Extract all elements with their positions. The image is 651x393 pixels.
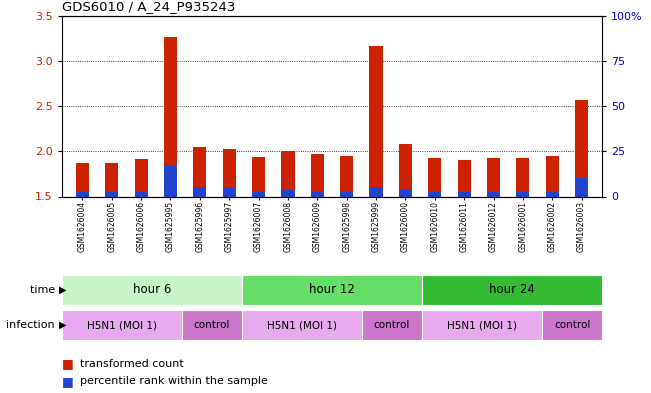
Bar: [135, 158, 148, 196]
Bar: [182, 310, 242, 340]
Text: percentile rank within the sample: percentile rank within the sample: [80, 376, 268, 386]
Bar: [516, 192, 529, 196]
Bar: [242, 310, 362, 340]
Text: hour 12: hour 12: [309, 283, 355, 296]
Text: control: control: [374, 320, 410, 330]
Bar: [487, 192, 500, 196]
Bar: [422, 310, 542, 340]
Text: hour 6: hour 6: [133, 283, 171, 296]
Text: infection: infection: [7, 320, 59, 330]
Bar: [422, 275, 602, 305]
Bar: [370, 46, 383, 196]
Bar: [281, 151, 294, 196]
Bar: [164, 37, 177, 197]
Bar: [399, 190, 412, 196]
Bar: [76, 163, 89, 196]
Text: ■: ■: [62, 357, 77, 370]
Bar: [516, 158, 529, 196]
Bar: [252, 157, 265, 196]
Text: H5N1 (MOI 1): H5N1 (MOI 1): [87, 320, 157, 330]
Text: H5N1 (MOI 1): H5N1 (MOI 1): [447, 320, 517, 330]
Bar: [62, 310, 182, 340]
Bar: [458, 160, 471, 196]
Bar: [362, 310, 422, 340]
Text: transformed count: transformed count: [80, 358, 184, 369]
Bar: [281, 190, 294, 196]
Text: H5N1 (MOI 1): H5N1 (MOI 1): [267, 320, 337, 330]
Bar: [542, 310, 602, 340]
Text: time: time: [30, 285, 59, 295]
Text: GDS6010 / A_24_P935243: GDS6010 / A_24_P935243: [62, 0, 235, 13]
Bar: [546, 192, 559, 196]
Bar: [428, 192, 441, 196]
Text: ▶: ▶: [59, 320, 66, 330]
Bar: [135, 192, 148, 196]
Bar: [105, 163, 118, 196]
Bar: [76, 192, 89, 196]
Bar: [311, 192, 324, 196]
Bar: [193, 147, 206, 196]
Bar: [340, 192, 353, 196]
Text: ■: ■: [62, 375, 77, 388]
Bar: [62, 275, 242, 305]
Text: ▶: ▶: [59, 285, 66, 295]
Bar: [340, 156, 353, 196]
Bar: [164, 166, 177, 196]
Bar: [223, 149, 236, 196]
Bar: [546, 156, 559, 196]
Bar: [487, 158, 500, 196]
Bar: [223, 187, 236, 196]
Text: control: control: [554, 320, 590, 330]
Bar: [458, 192, 471, 196]
Bar: [242, 275, 422, 305]
Bar: [105, 192, 118, 196]
Bar: [575, 178, 589, 196]
Bar: [193, 187, 206, 196]
Bar: [575, 100, 589, 196]
Text: control: control: [194, 320, 230, 330]
Bar: [311, 154, 324, 196]
Text: hour 24: hour 24: [489, 283, 535, 296]
Bar: [252, 192, 265, 196]
Bar: [428, 158, 441, 196]
Bar: [399, 144, 412, 196]
Bar: [370, 187, 383, 196]
